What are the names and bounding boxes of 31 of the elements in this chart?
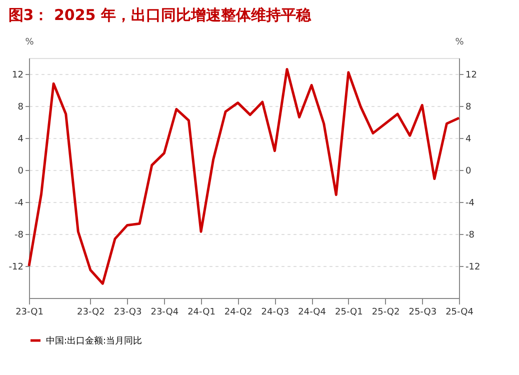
y2-tick-label: -4 <box>466 198 475 208</box>
x-tick-label: 25-Q2 <box>372 308 400 318</box>
y2-axis-title: % <box>455 38 464 48</box>
x-tick-label: 23-Q3 <box>114 308 142 318</box>
x-tick-label: 25-Q4 <box>446 308 474 318</box>
x-tick-label: 24-Q3 <box>261 308 290 318</box>
legend-label: 中国:出口金额:当月同比 <box>46 336 142 346</box>
x-tick-label: 24-Q1 <box>188 308 216 318</box>
x-tick-label: 25-Q1 <box>335 308 363 318</box>
y-axis-title: % <box>25 38 34 48</box>
x-tick-label: 24-Q4 <box>298 308 326 318</box>
y2-tick-label: 8 <box>466 102 472 112</box>
line-series <box>28 68 460 285</box>
y2-tick-label: 12 <box>466 70 477 80</box>
chart-title: 图3： 2025 年，出口同比增速整体维持平稳 <box>8 6 312 24</box>
x-tick-label: 24-Q2 <box>224 308 252 318</box>
x-tick-label: 23-Q4 <box>150 308 179 318</box>
x-tick-label: 23-Q1 <box>16 308 44 318</box>
y2-tick-label: 4 <box>466 134 472 144</box>
y-tick-label: 4 <box>18 134 24 144</box>
x-tick-label: 25-Q3 <box>408 308 437 318</box>
y-tick-label: 8 <box>18 102 24 112</box>
y-tick-label: -12 <box>8 262 24 272</box>
y-tick-label: -8 <box>14 230 24 240</box>
y-tick-label: 12 <box>12 70 24 80</box>
y2-tick-label: -8 <box>466 230 475 240</box>
y-tick-label: 0 <box>18 166 24 176</box>
y2-tick-label: -12 <box>466 262 480 272</box>
x-tick-label: 23-Q2 <box>77 308 105 318</box>
y2-tick-label: 0 <box>466 166 472 176</box>
y-tick-label: -4 <box>14 198 24 208</box>
